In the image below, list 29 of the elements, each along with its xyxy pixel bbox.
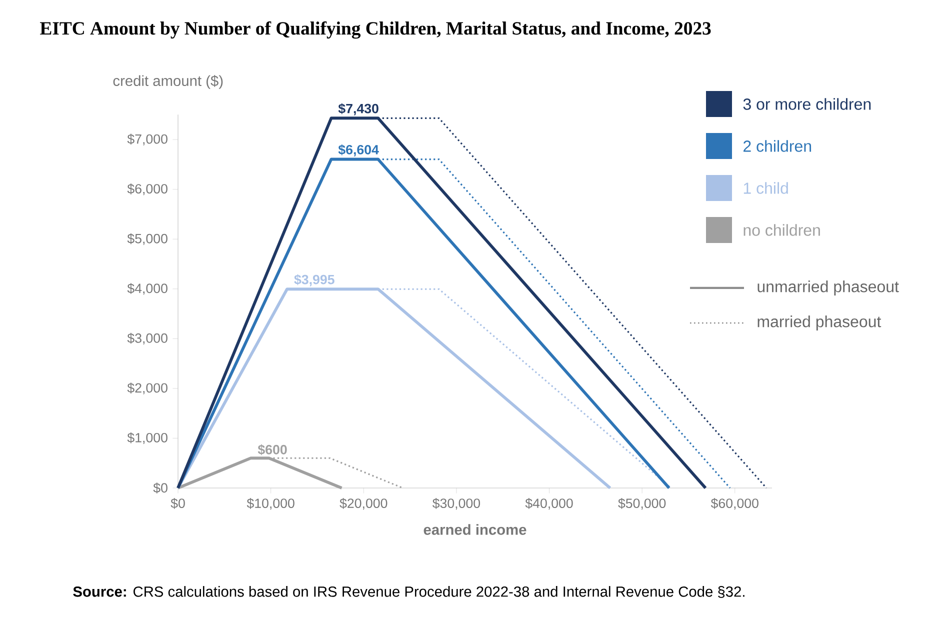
x-tick-label: $60,000 — [710, 498, 758, 510]
y-tick-label: $2,000 — [127, 382, 168, 394]
y-tick-label: $7,000 — [127, 134, 168, 146]
x-tick-label: $40,000 — [525, 498, 573, 510]
x-tick-label: $10,000 — [246, 498, 294, 510]
x-tick-label: $20,000 — [340, 498, 388, 510]
legend-label: 2 children — [744, 140, 812, 152]
x-tick-label: $0 — [170, 498, 185, 509]
x-axis-title: earned income — [424, 524, 526, 535]
annotation: married phaseout — [758, 316, 882, 330]
text: Source: CRS calculations based on IRS Revenue Procedure 2022-38 and Internal Revenue Code §32. — [73, 586, 744, 598]
legend-label: 1 child — [744, 182, 788, 194]
data-label: $3,995 — [294, 274, 334, 286]
y-tick-label: $0 — [153, 482, 168, 494]
legend-label: no children — [744, 224, 820, 236]
x-tick-label: $50,000 — [618, 498, 666, 510]
data-label: $600 — [258, 444, 287, 456]
y-tick-label: $1,000 — [127, 432, 168, 444]
y-tick-label: $3,000 — [127, 332, 168, 344]
x-tick-label: $30,000 — [432, 498, 480, 510]
data-label: $6,604 — [338, 144, 379, 156]
annotation: unmarried phaseout — [758, 280, 899, 296]
chart-title: EITC Amount by Number of Qualifying Children, Marital Status, and Income, 2023 — [40, 21, 711, 39]
legend-label: 3 or more children — [743, 98, 871, 110]
y-axis-title: credit amount ($) — [113, 75, 223, 89]
y-tick-label: $4,000 — [127, 283, 168, 295]
y-tick-label: $5,000 — [127, 233, 168, 245]
data-label: $7,430 — [338, 103, 378, 116]
y-tick-label: $6,000 — [127, 184, 168, 196]
